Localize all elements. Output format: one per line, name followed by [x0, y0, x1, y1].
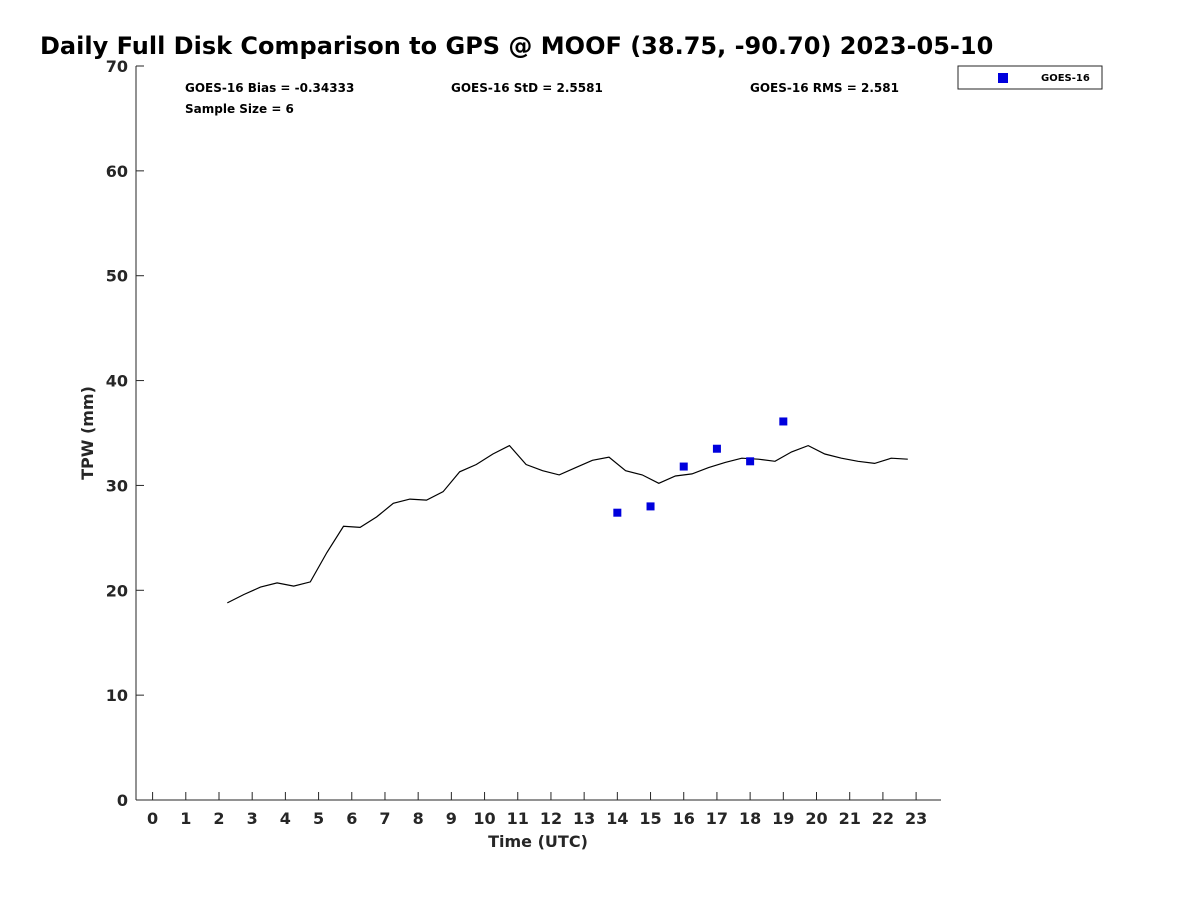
x-tick-label: 8 [413, 809, 424, 828]
y-tick-label: 60 [106, 162, 128, 181]
x-tick-label: 5 [313, 809, 324, 828]
x-ticks: 0 1 2 3 4 5 6 7 8 9 10 11 12 13 14 15 16 17 18 19 20 21 22 23 [147, 792, 927, 828]
goes16-point [679, 462, 688, 471]
y-tick-label: 0 [117, 791, 128, 810]
y-tick-label: 20 [106, 581, 128, 600]
gps-tpw-line [227, 444, 908, 604]
x-tick-label: 9 [446, 809, 457, 828]
legend-box [957, 65, 1103, 90]
x-tick-label: 0 [147, 809, 158, 828]
stat-rms: GOES-16 RMS = 2.581 [750, 81, 899, 95]
goes16-point [646, 502, 655, 511]
x-tick-label: 2 [213, 809, 224, 828]
stat-sample-size: Sample Size = 6 [185, 102, 294, 116]
x-tick-label: 16 [673, 809, 695, 828]
x-tick-label: 20 [805, 809, 827, 828]
x-tick-label: 21 [839, 809, 861, 828]
x-tick-label: 15 [639, 809, 661, 828]
y-axis-label: TPW (mm) [78, 386, 97, 480]
goes16-point [613, 508, 622, 517]
goes16-point [779, 417, 788, 426]
legend-marker-square [998, 73, 1008, 83]
x-tick-label: 1 [180, 809, 191, 828]
x-tick-label: 17 [706, 809, 728, 828]
x-tick-label: 12 [540, 809, 562, 828]
x-axis-label: Time (UTC) [488, 832, 588, 851]
y-tick-label: 40 [106, 372, 128, 391]
stat-bias: GOES-16 Bias = -0.34333 [185, 81, 354, 95]
y-tick-label: 70 [106, 57, 128, 76]
x-tick-label: 23 [905, 809, 927, 828]
x-tick-label: 10 [473, 809, 495, 828]
y-tick-label: 10 [106, 686, 128, 705]
stat-std: GOES-16 StD = 2.5581 [451, 81, 603, 95]
y-tick-label: 50 [106, 267, 128, 286]
x-tick-label: 11 [507, 809, 529, 828]
x-tick-label: 7 [379, 809, 390, 828]
chart-title: Daily Full Disk Comparison to GPS @ MOOF… [40, 32, 993, 60]
x-tick-label: 22 [872, 809, 894, 828]
plot-area [135, 66, 941, 801]
x-tick-label: 4 [280, 809, 291, 828]
x-tick-label: 6 [346, 809, 357, 828]
legend-label: GOES-16 [1041, 73, 1090, 84]
x-tick-label: 14 [606, 809, 628, 828]
legend: GOES-16 [957, 65, 1103, 90]
goes16-point [712, 444, 721, 453]
x-tick-label: 18 [739, 809, 761, 828]
y-ticks: 0 10 20 30 40 50 60 70 [106, 57, 144, 810]
goes16-point [746, 457, 755, 466]
x-tick-label: 3 [247, 809, 258, 828]
y-tick-label: 30 [106, 476, 128, 495]
series-layer [227, 417, 908, 604]
x-tick-label: 13 [573, 809, 595, 828]
x-tick-label: 19 [772, 809, 794, 828]
